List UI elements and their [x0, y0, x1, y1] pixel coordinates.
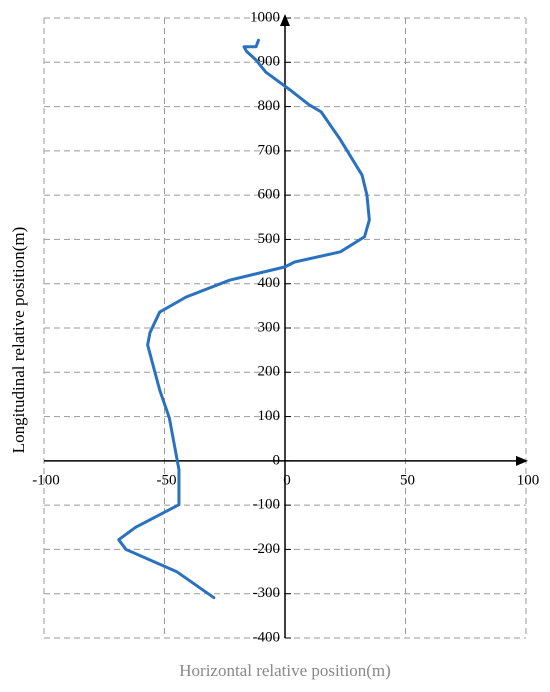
y-tick-label: 900 [258, 54, 281, 70]
y-tick-label: -200 [253, 541, 281, 557]
x-tick-label: 0 [283, 472, 291, 488]
y-tick-label: 500 [258, 231, 281, 247]
x-tick-label: -50 [157, 472, 177, 488]
y-tick-label: 800 [258, 98, 281, 114]
y-tick-label: -300 [253, 585, 281, 601]
y-tick-label: -400 [253, 629, 281, 645]
x-tick-label: -100 [32, 472, 60, 488]
y-tick-label: 200 [258, 364, 281, 380]
x-axis-label: Horizontal relative position(m) [179, 661, 391, 680]
y-tick-label: 600 [258, 187, 281, 203]
trajectory-line [117, 38, 371, 600]
y-tick-label: -100 [253, 497, 281, 513]
y-axis-label: Longitudinal relative position(m) [9, 227, 28, 454]
x-tick-label: 50 [400, 472, 415, 488]
y-tick-label: 400 [258, 275, 281, 291]
x-tick-label: 100 [517, 472, 540, 488]
y-tick-label: 700 [258, 142, 281, 158]
y-tick-label: 300 [258, 319, 281, 335]
y-tick-label: 1000 [250, 9, 280, 25]
y-tick-label: 100 [258, 408, 281, 424]
